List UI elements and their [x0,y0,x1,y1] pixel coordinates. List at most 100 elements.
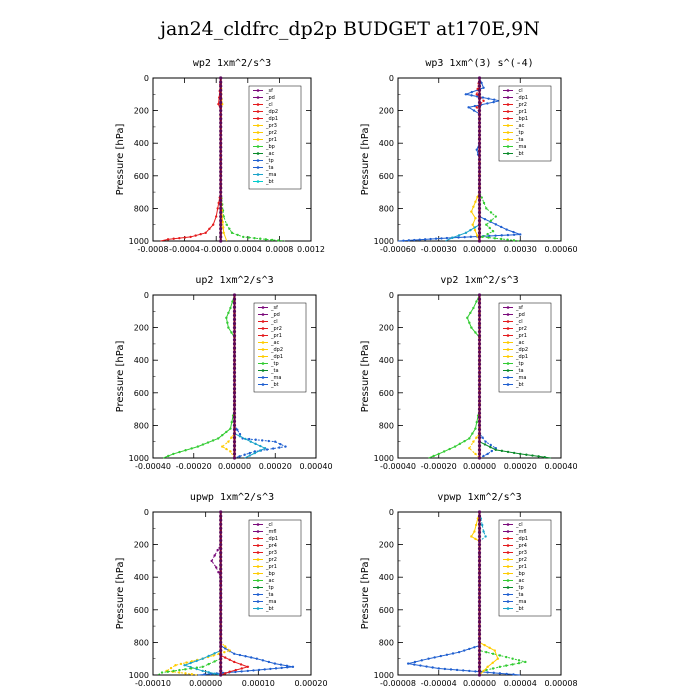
legend-entry: _tp [265,158,274,164]
legend-marker [256,124,260,127]
series-marker [517,661,521,665]
zero-profile-marker [219,600,223,604]
zero-profile-marker [219,149,223,153]
legend-entry: _bt [265,179,274,185]
zero-profile-marker [477,137,482,141]
series-marker [500,237,503,241]
series-line [183,512,222,676]
zero-profile-marker [219,190,223,194]
series-marker [172,669,175,673]
series-marker [475,436,478,439]
series-marker [543,455,546,459]
zero-profile-marker [219,620,223,624]
zero-profile-marker [219,80,223,84]
legend-entry: _pr2 [515,102,527,108]
legend-entry: _ta [270,368,279,374]
series-marker [524,660,527,664]
legend-entry: _ta [265,165,274,171]
series-marker [494,223,497,226]
legend-marker [506,152,510,155]
series-marker [466,316,469,320]
x-tick-label: 0.00040 [299,462,332,471]
series-marker [406,662,410,665]
zero-profile-marker [477,321,482,326]
legend-entry: _dp1 [270,354,283,360]
legend-entry: _pr2 [265,130,277,136]
zero-profile-marker [477,591,482,596]
zero-profile-marker [477,202,482,206]
series-marker [270,238,274,242]
series-marker [420,659,423,662]
series-marker [189,667,193,670]
series-marker [483,443,487,446]
legend-box [498,519,552,617]
legend-entry: _pr1 [265,564,277,570]
zero-profile-marker [477,84,482,88]
series-marker [429,237,432,241]
zero-profile-marker [477,571,482,575]
series-marker [259,237,262,240]
series-marker [233,660,236,664]
panel-title: upwp 1xm^2/s^3 [190,492,274,503]
zero-profile-marker [477,440,482,444]
series-marker [225,316,228,320]
series-marker [244,437,247,441]
legend-entry: _ma [515,375,526,381]
legend-entry: _mfl [515,529,527,535]
x-tick-label: -0.00040 [380,462,416,471]
zero-profile-marker [477,100,482,105]
zero-profile-marker [232,403,237,407]
zero-profile-marker [477,338,482,342]
zero-profile-marker [232,309,237,313]
zero-profile-marker [477,510,482,514]
series-marker [221,445,224,448]
series-marker [484,535,487,538]
series-marker [474,452,477,456]
zero-profile-marker [477,366,482,370]
series-marker [443,667,447,671]
series-marker [474,216,477,220]
series-marker [228,658,231,661]
series-marker [486,232,489,236]
legend-entry: _ta [265,592,274,598]
series-marker [506,233,510,237]
series-marker [253,451,257,455]
zero-profile-marker [477,653,482,657]
zero-profile-marker [219,653,223,657]
series-marker [225,430,228,434]
series-marker [439,654,442,658]
series-marker [472,306,475,310]
legend-entry: _ma [265,172,276,178]
series-marker [475,93,478,96]
x-tick-label: -0.00020 [421,462,457,471]
legend-marker [506,537,510,540]
zero-profile-marker [232,362,237,366]
series-marker [230,331,233,334]
series-marker [519,233,522,236]
legend-marker [261,327,265,330]
series-marker [183,236,187,239]
series-marker [445,236,449,240]
zero-profile-marker [232,456,237,460]
zero-profile-marker [219,604,223,608]
series-marker [229,427,232,430]
series-marker [210,559,213,563]
series-marker [227,311,230,315]
y-tick-label: 200 [379,107,394,116]
zero-profile-marker [477,309,482,313]
series-marker [224,656,227,659]
zero-profile-marker [477,522,482,526]
legend-marker [256,131,260,134]
legend-marker [256,530,260,533]
series-marker [470,210,473,213]
series-marker [230,420,233,424]
zero-profile-marker [477,178,482,182]
legend-entry: _pr1 [515,333,527,339]
zero-profile-marker [477,313,482,317]
series-marker [213,660,216,663]
series-marker [258,449,262,452]
series-marker [274,667,278,670]
legend-marker [506,124,510,127]
y-tick-label: 1000 [129,671,149,680]
y-tick-label: 0 [389,508,394,517]
